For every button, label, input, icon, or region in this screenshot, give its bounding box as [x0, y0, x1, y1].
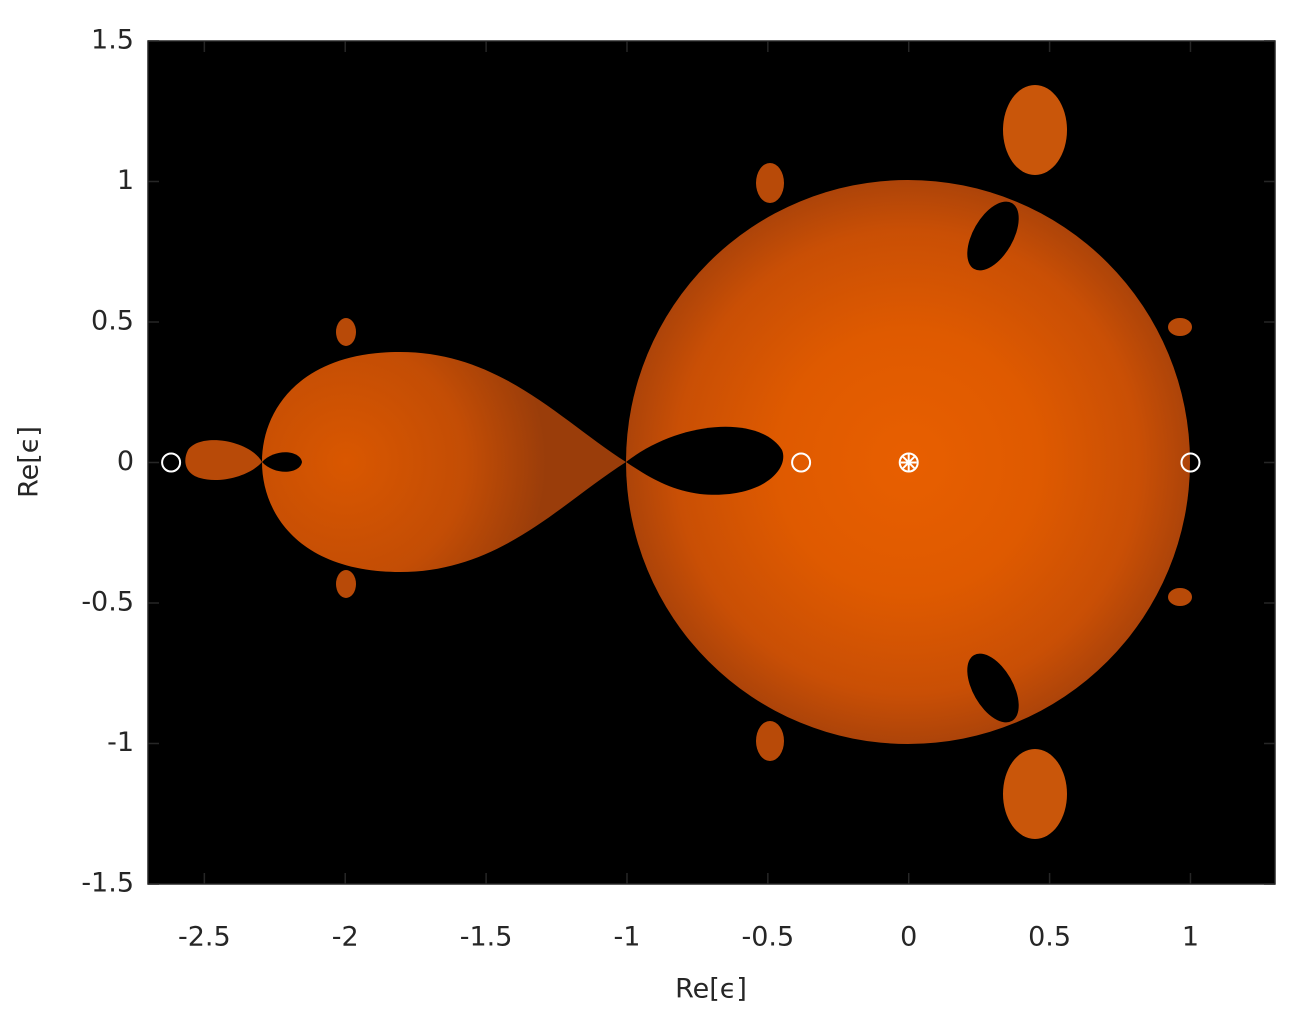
petal	[336, 318, 356, 346]
point	[161, 452, 182, 473]
y-axis-label: Re[ϵ]	[14, 426, 45, 498]
y-tick-label: 0.5	[91, 306, 134, 337]
petal	[756, 163, 784, 203]
left-bulb	[262, 352, 626, 572]
x-tick-label: 0.5	[1028, 922, 1071, 953]
y-tick-label: 1.5	[91, 25, 134, 56]
x-tick-label: -1.5	[460, 922, 513, 953]
x-tick-label: -2	[332, 922, 359, 953]
x-tick-label: -0.5	[742, 922, 795, 953]
petal	[1003, 749, 1067, 839]
small-notch	[262, 452, 302, 472]
petal	[756, 721, 784, 761]
asterisk-stroke	[902, 456, 916, 469]
notch	[626, 426, 784, 495]
y-tick-label: 1	[117, 165, 134, 196]
petal	[1003, 85, 1067, 175]
petal	[336, 570, 356, 598]
small-bulb	[185, 440, 262, 481]
x-tick-label: 0	[900, 922, 917, 953]
petal	[1168, 318, 1192, 336]
y-tick-label: -1	[107, 727, 134, 758]
y-tick-label: 0	[117, 446, 134, 477]
petal	[1168, 588, 1192, 606]
x-tick-label: -1	[614, 922, 641, 953]
x-tick-label: -2.5	[178, 922, 231, 953]
y-tick-label: -0.5	[81, 587, 134, 618]
x-tick-label: 1	[1182, 922, 1199, 953]
point	[791, 452, 812, 473]
point	[1180, 452, 1201, 473]
x-axis-label: Re[ϵ]	[675, 974, 747, 1005]
point	[898, 452, 919, 473]
y-tick-label: -1.5	[81, 868, 134, 899]
petal-notch	[967, 653, 1019, 723]
petal-notch	[967, 201, 1019, 271]
